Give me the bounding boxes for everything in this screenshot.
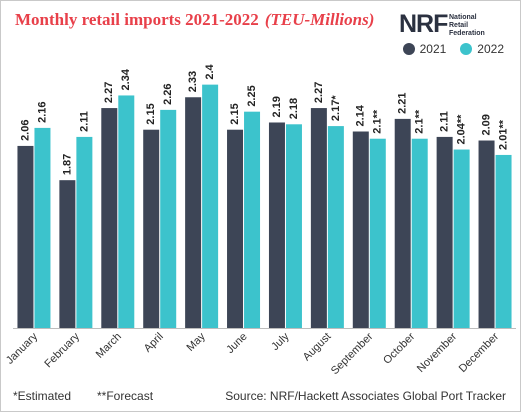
x-tick-label-february: February [42, 330, 82, 370]
value-label-2022-february: 2.11 [78, 111, 90, 132]
x-tick-label-august: August [301, 331, 334, 364]
logo-mark: NRF [399, 10, 448, 38]
legend-item-2021: 2021 [402, 42, 447, 56]
bar-2022-april [160, 109, 177, 328]
legend-label-2021: 2021 [419, 42, 447, 56]
value-label-2021-may: 2.33 [187, 71, 199, 92]
nrf-logo: NRF National Retail Federation [399, 10, 509, 43]
value-label-2022-july: 2.18 [288, 98, 300, 119]
value-label-2022-may: 2.4 [204, 63, 216, 79]
legend-item-2022: 2022 [460, 42, 504, 56]
value-label-2021-june: 2.15 [229, 103, 241, 124]
logo-line-1: National [449, 14, 477, 21]
x-tick-label-march: March [94, 331, 124, 361]
x-tick-label-april: April [142, 331, 166, 355]
value-label-2022-march: 2.34 [120, 68, 132, 90]
bar-2021-april [143, 129, 160, 328]
bar-2022-august [327, 126, 344, 328]
value-label-2022-january: 2.16 [36, 101, 48, 122]
bar-2022-january [34, 127, 51, 329]
x-tick-label-october: October [381, 330, 417, 366]
value-label-2021-march: 2.27 [103, 82, 115, 103]
bar-2022-october [411, 138, 428, 328]
value-label-2022-august: 2.17* [330, 95, 342, 121]
bar-2022-may [202, 84, 219, 328]
bar-2021-may [185, 97, 202, 328]
value-label-2022-november: 2.04** [456, 114, 468, 145]
chart-legend: 2021 2022 [402, 42, 504, 56]
title-text: Monthly retail imports 2021-2022 [15, 10, 259, 29]
value-label-2021-april: 2.15 [145, 103, 157, 124]
bar-2022-december [495, 154, 512, 328]
value-label-2022-october: 2.1** [414, 109, 426, 134]
value-label-2021-september: 2.14 [355, 104, 367, 126]
bar-2021-june [227, 129, 244, 328]
bar-2022-september [369, 138, 386, 328]
value-label-2021-february: 1.87 [61, 154, 73, 175]
bar-2021-august [310, 108, 327, 328]
value-label-2022-december: 2.01** [497, 119, 509, 150]
chart-title: Monthly retail imports 2021-2022 (TEU-Mil… [15, 10, 374, 30]
bar-2022-march [118, 95, 135, 329]
bar-2022-july [285, 124, 302, 329]
value-label-2021-july: 2.19 [271, 96, 283, 117]
value-label-2021-january: 2.06 [19, 120, 31, 141]
logo-line-3: Federation [449, 30, 485, 37]
bar-2021-march [101, 108, 118, 328]
legend-label-2022: 2022 [477, 42, 504, 56]
value-label-2022-june: 2.25 [246, 85, 258, 106]
legend-dot-2021 [402, 43, 415, 55]
x-tick-label-june: June [224, 331, 249, 356]
x-tick-label-september: September [329, 330, 376, 377]
value-label-2021-october: 2.21 [397, 92, 409, 113]
bar-2021-december [478, 140, 495, 328]
value-label-2021-november: 2.11 [439, 111, 451, 132]
bar-2022-february [76, 136, 93, 328]
legend-dot-2022 [460, 43, 473, 55]
x-tick-label-july: July [269, 330, 292, 353]
bar-2021-october [394, 118, 411, 328]
logo-line-2: Retail [449, 22, 469, 29]
bar-2021-february [59, 180, 76, 328]
bar-2021-september [352, 131, 369, 328]
bar-2022-november [453, 149, 470, 328]
source-note: Source: NRF/Hackett Associates Global Po… [225, 389, 506, 403]
bar-2021-july [268, 122, 285, 328]
footnote-estimated: *Estimated [13, 389, 72, 403]
bar-2021-november [436, 136, 453, 328]
x-tick-label-november: November [415, 330, 460, 375]
value-label-2022-september: 2.1** [372, 109, 384, 134]
footnote-forecast: **Forecast [97, 389, 154, 403]
bar-2022-june [244, 111, 261, 329]
title-unit: (TEU-Millions) [264, 10, 375, 29]
logo-text: National Retail Federation [449, 14, 485, 38]
value-label-2022-april: 2.26 [162, 83, 174, 104]
bar-2021-january [17, 145, 34, 328]
x-tick-label-may: May [185, 330, 209, 354]
value-label-2021-august: 2.27 [313, 82, 325, 103]
value-label-2021-december: 2.09 [480, 114, 492, 135]
x-tick-label-december: December [457, 330, 502, 375]
x-tick-label-january: January [4, 330, 41, 367]
